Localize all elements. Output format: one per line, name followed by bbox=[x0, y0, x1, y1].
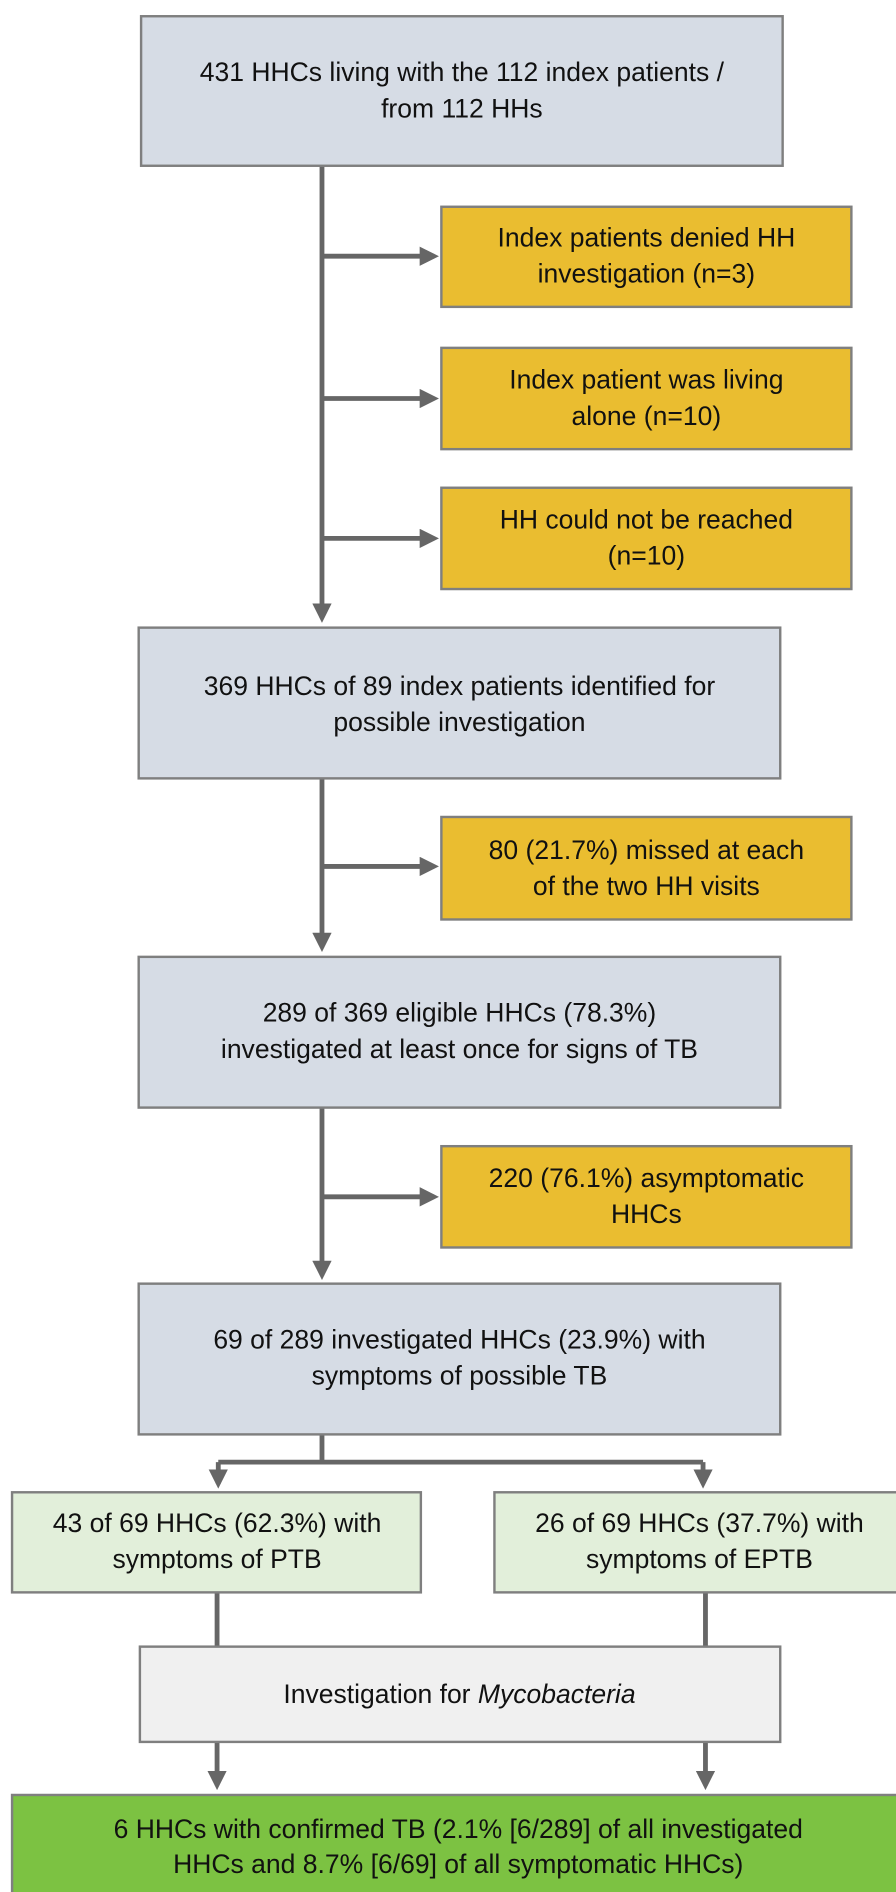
node-text: HHCs bbox=[611, 1199, 682, 1229]
node-text: from 112 HHs bbox=[381, 93, 543, 123]
box bbox=[440, 486, 853, 591]
box bbox=[10, 1793, 896, 1892]
box bbox=[440, 1144, 853, 1249]
box bbox=[493, 1491, 896, 1594]
box bbox=[139, 15, 784, 167]
box bbox=[440, 815, 853, 921]
node-text: investigated at least once for signs of … bbox=[221, 1034, 698, 1064]
node-text: possible investigation bbox=[333, 707, 585, 737]
node-text: Index patients denied HH bbox=[497, 222, 795, 252]
node-text: Index patient was living bbox=[509, 365, 783, 395]
node-text: 431 HHCs living with the 112 index patie… bbox=[200, 57, 725, 87]
node-text: 80 (21.7%) missed at each bbox=[489, 835, 804, 865]
node-text: 69 of 289 investigated HHCs (23.9%) with bbox=[213, 1325, 705, 1355]
box bbox=[138, 1645, 782, 1744]
node-text: Investigation for bbox=[283, 1679, 478, 1709]
node-text: investigation (n=3) bbox=[538, 259, 755, 289]
node-text: 6 HHCs with confirmed TB (2.1% [6/289] o… bbox=[114, 1814, 803, 1844]
box bbox=[137, 626, 782, 780]
box bbox=[137, 1282, 782, 1436]
node-text: Mycobacteria bbox=[478, 1679, 636, 1709]
node-text: 289 of 369 eligible HHCs (78.3%) bbox=[263, 998, 657, 1028]
node-text: 220 (76.1%) asymptomatic bbox=[489, 1163, 804, 1193]
box bbox=[10, 1491, 423, 1594]
node-text: of the two HH visits bbox=[533, 871, 760, 901]
box bbox=[440, 346, 853, 451]
node-text: alone (n=10) bbox=[572, 401, 722, 431]
node-text: Investigation for Mycobacteria bbox=[283, 1679, 635, 1709]
node-text: 26 of 69 HHCs (37.7%) with bbox=[535, 1508, 864, 1538]
node-text: symptoms of EPTB bbox=[586, 1544, 813, 1574]
node-text: symptoms of PTB bbox=[112, 1544, 321, 1574]
node-text: HHCs and 8.7% [6/69] of all symptomatic … bbox=[173, 1849, 743, 1879]
node-text: (n=10) bbox=[608, 541, 685, 571]
box bbox=[137, 955, 782, 1109]
node-text: 43 of 69 HHCs (62.3%) with bbox=[53, 1508, 382, 1538]
box bbox=[440, 205, 853, 309]
node-text: HH could not be reached bbox=[500, 505, 793, 535]
connectors bbox=[207, 165, 716, 1791]
node-text: 369 HHCs of 89 index patients identified… bbox=[204, 671, 716, 701]
node-text: symptoms of possible TB bbox=[312, 1361, 608, 1391]
